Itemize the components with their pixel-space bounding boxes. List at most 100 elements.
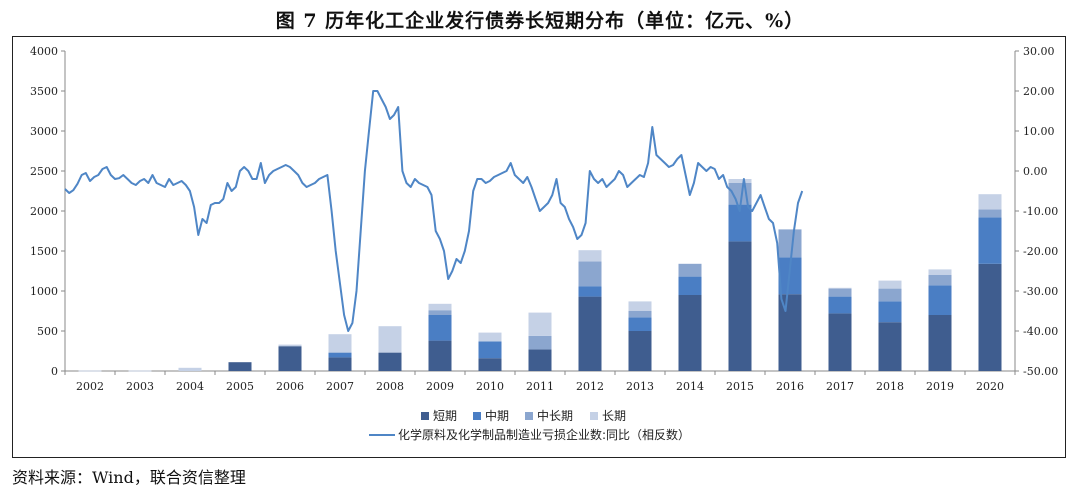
bar-medium-2007 [328, 352, 352, 358]
left-tick-label: 2500 [30, 165, 58, 178]
x-tick-label: 2008 [376, 380, 404, 393]
bar-long-2017 [828, 287, 852, 289]
legend-label-bar-medium: 中期 [485, 408, 509, 423]
left-tick-label: 1000 [30, 285, 58, 298]
right-tick-label: -20.00 [1023, 245, 1058, 258]
legend-label-line: 化学原料及化学制品制造业亏损企业数:同比（相反数） [398, 427, 690, 442]
right-tick-label: -10.00 [1023, 205, 1058, 218]
right-tick-label: 10.00 [1023, 125, 1055, 138]
bar-short-2015 [728, 241, 752, 371]
bar-medium-long-2018 [878, 288, 902, 302]
bar-medium-long-2013 [628, 311, 652, 318]
chart-frame: 0 500 1000 1500 2000 2500 3000 3500 4000 -50.00 -4… [12, 36, 1066, 458]
bar-short-2007 [328, 357, 352, 371]
left-tick-label: 3000 [30, 125, 58, 138]
x-tick-label: 2005 [226, 380, 254, 393]
x-tick-label: 2018 [876, 380, 904, 393]
chart-canvas: 0 500 1000 1500 2000 2500 3000 3500 4000 -50.00 -4… [30, 45, 1058, 442]
bar-long-2015 [728, 179, 752, 183]
bar-long-2009 [428, 303, 452, 311]
bar-medium-2017 [828, 296, 852, 314]
figure-title: 图 7 历年化工企业发行债券长短期分布（单位：亿元、%） [275, 10, 805, 32]
right-tick-label: -50.00 [1023, 365, 1058, 378]
x-tick-label: 2010 [476, 380, 504, 393]
x-tick-label: 2014 [676, 380, 704, 393]
bar-short-2012 [578, 296, 602, 371]
bar-short-2016 [778, 294, 802, 371]
bar-short-2020 [978, 263, 1002, 371]
bar-medium-2019 [928, 285, 952, 315]
bar-short-2018 [878, 322, 902, 371]
x-tick-label: 2016 [776, 380, 804, 393]
bar-short-2017 [828, 313, 852, 371]
bar-long-2013 [628, 301, 652, 311]
x-tick-label: 2019 [926, 380, 954, 393]
left-tick-label: 0 [51, 365, 58, 378]
bar-short-2019 [928, 315, 952, 371]
left-tick-label: 3500 [30, 85, 58, 98]
bar-short-2013 [628, 331, 652, 371]
bar-long-2019 [928, 269, 952, 275]
legend-swatch-bar-medium [473, 412, 481, 420]
left-tick-label: 1500 [30, 245, 58, 258]
bar-long-2012 [578, 250, 602, 262]
bar-medium-2014 [678, 276, 702, 295]
bar-medium-long-2012 [578, 261, 602, 287]
right-tick-label: 30.00 [1023, 45, 1055, 58]
bar-medium-long-2019 [928, 275, 952, 286]
x-tick-label: 2002 [76, 380, 104, 393]
bar-long-2004 [178, 367, 202, 371]
bar-long-2003 [128, 370, 152, 372]
bar-long-2006 [278, 344, 302, 347]
x-tick-label: 2011 [526, 380, 554, 393]
loss-enterprises-yoy-line [64, 90, 804, 332]
x-tick-label: 2013 [626, 380, 654, 393]
x-tick-label: 2020 [976, 380, 1004, 393]
bar-medium-long-2017 [828, 288, 852, 297]
bar-medium-2015 [728, 204, 752, 242]
left-tick-label: 2000 [30, 205, 58, 218]
bar-short-2014 [678, 295, 702, 371]
bar-long-2008 [378, 326, 402, 353]
bar-medium-long-2009 [428, 310, 452, 315]
legend-swatch-bar-short [421, 412, 429, 420]
right-tick-label: -30.00 [1023, 285, 1058, 298]
bar-short-2010 [478, 358, 502, 371]
x-tick-label: 2007 [326, 380, 354, 393]
bar-long-2007 [328, 334, 352, 353]
left-tick-label: 500 [37, 325, 58, 338]
x-tick-label: 2006 [276, 380, 304, 393]
bar-long-2018 [878, 280, 902, 289]
x-tick-label: 2015 [726, 380, 754, 393]
legend-swatch-bar-medium-long [525, 412, 533, 420]
right-tick-label: -40.00 [1023, 325, 1058, 338]
bar-medium-2020 [978, 217, 1002, 264]
bar-short-2005 [228, 362, 252, 371]
bar-long-2011 [528, 312, 552, 336]
bar-short-2008 [378, 352, 402, 371]
bar-medium-2018 [878, 301, 902, 323]
legend-label-bar-short: 短期 [433, 409, 457, 423]
bar-long-2020 [978, 194, 1002, 210]
bar-medium-2012 [578, 286, 602, 297]
bar-medium-long-2016 [778, 229, 802, 258]
legend-label-bar-long: 长期 [602, 409, 626, 423]
x-tick-label: 2009 [426, 380, 454, 393]
bar-long-2002 [78, 370, 102, 372]
right-tick-label: 20.00 [1023, 85, 1055, 98]
bar-medium-long-2014 [678, 263, 702, 277]
legend-label-bar-medium-long: 中长期 [537, 408, 573, 423]
bar-medium-2010 [478, 341, 502, 359]
legend-swatch-bar-long [590, 412, 598, 420]
bar-short-2006 [278, 346, 302, 371]
x-tick-label: 2004 [176, 380, 204, 393]
source-note: 资料来源：Wind，联合资信整理 [12, 468, 246, 487]
bar-short-2011 [528, 349, 552, 371]
bar-medium-long-2011 [528, 335, 552, 350]
x-tick-label: 2003 [126, 380, 154, 393]
x-tick-label: 2012 [576, 380, 604, 393]
bar-long-2010 [478, 332, 502, 342]
left-tick-label: 4000 [30, 45, 58, 58]
bar-short-2009 [428, 340, 452, 371]
bar-medium-2009 [428, 315, 452, 341]
